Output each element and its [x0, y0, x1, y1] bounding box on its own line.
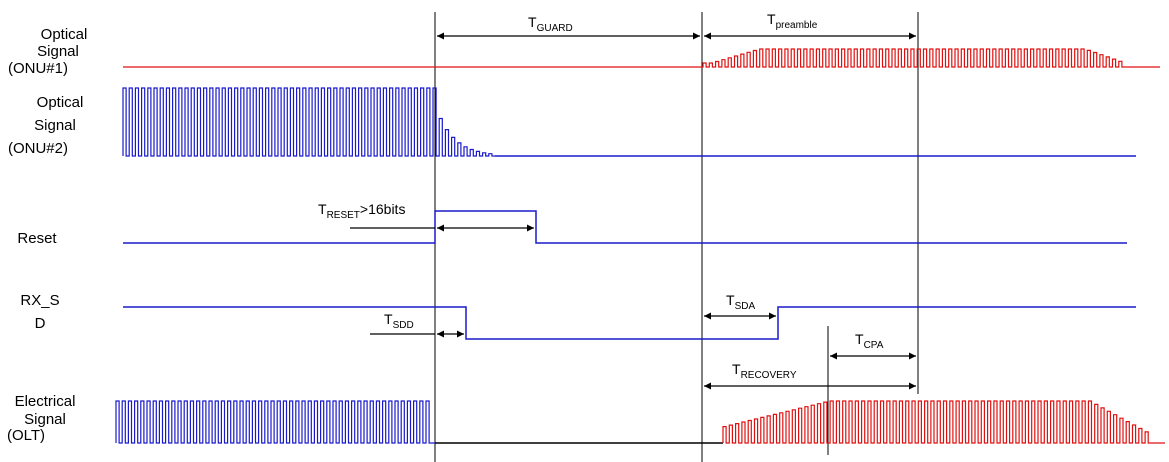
t-sda-label: TSDA	[726, 292, 755, 312]
onu1-label-line2: Signal	[37, 43, 79, 60]
annotations	[350, 32, 916, 390]
reset-signal-line	[123, 210, 1127, 244]
rxsd-signal-line	[123, 306, 1136, 340]
control-signals	[123, 155, 1136, 444]
rxsd-label-line2: D	[35, 315, 46, 332]
annotation-labels: TGUARD Tpreamble TRESET>16bits TSDD TSDA…	[318, 11, 884, 381]
onu1-label-line3: (ONU#1)	[8, 60, 68, 77]
elec-label-line3: (OLT)	[7, 427, 45, 444]
waveforms	[115, 48, 1165, 444]
t-recovery-label: TRECOVERY	[732, 361, 797, 381]
onu1-label-line1: Optical	[41, 26, 88, 43]
elec-label-line1: Electrical	[15, 393, 76, 410]
rxsd-label-line1: RX_S	[20, 292, 59, 309]
onu1-optical-waveform	[123, 48, 1160, 68]
t-preamble-label: Tpreamble	[767, 11, 818, 31]
onu2-label-line3: (ONU#2)	[8, 140, 68, 157]
olt-electrical-waveform-a	[115, 400, 435, 444]
t-cpa-label: TCPA	[855, 331, 884, 351]
onu2-label-line2: Signal	[34, 117, 76, 134]
timing-markers	[434, 12, 919, 462]
t-reset-label: TRESET>16bits	[318, 201, 405, 221]
elec-label-line2: Signal	[24, 411, 66, 428]
onu2-label-line1: Optical	[37, 94, 84, 111]
reset-label: Reset	[17, 230, 57, 247]
signal-labels: Optical Signal (ONU#1) Optical Signal (O…	[7, 26, 87, 444]
onu2-optical-waveform	[122, 87, 495, 157]
t-sdd-label: TSDD	[384, 311, 414, 331]
t-guard-label: TGUARD	[528, 14, 573, 34]
olt-electrical-waveform-b	[722, 400, 1165, 444]
